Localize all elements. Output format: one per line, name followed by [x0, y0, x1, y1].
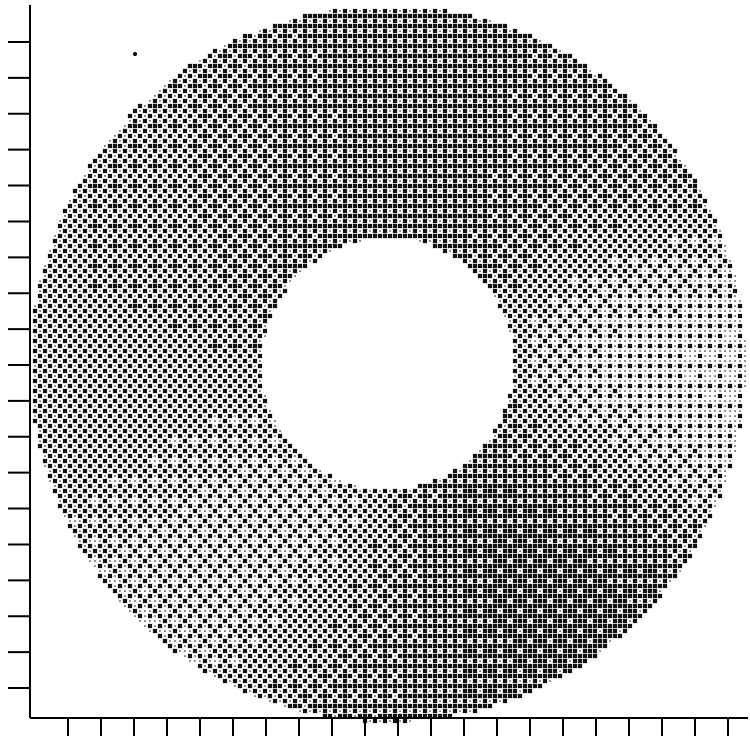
y-axis-ticks: [8, 42, 30, 688]
stray-dot: [133, 52, 137, 56]
annulus-heatmap: [33, 9, 746, 723]
x-axis-ticks: [68, 718, 728, 736]
heatmap-cells: [33, 9, 746, 723]
